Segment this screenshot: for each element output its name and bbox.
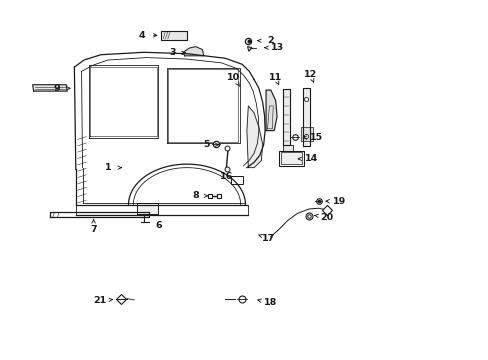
Text: 21: 21 xyxy=(93,296,106,305)
Text: 4: 4 xyxy=(138,31,144,40)
Text: 1: 1 xyxy=(104,163,111,172)
Text: 15: 15 xyxy=(309,133,322,142)
Text: 2: 2 xyxy=(267,36,274,45)
Polygon shape xyxy=(265,90,277,131)
Text: 14: 14 xyxy=(305,154,318,163)
Polygon shape xyxy=(183,47,203,56)
Text: 16: 16 xyxy=(219,172,232,181)
Bar xyxy=(301,127,312,141)
Text: 20: 20 xyxy=(320,212,333,221)
Bar xyxy=(76,205,248,215)
Text: 10: 10 xyxy=(227,73,240,82)
Bar xyxy=(160,31,186,40)
Bar xyxy=(279,151,304,166)
Bar xyxy=(280,153,302,165)
Bar xyxy=(137,203,158,213)
Text: 17: 17 xyxy=(261,234,275,243)
Text: 7: 7 xyxy=(90,225,97,234)
Text: 13: 13 xyxy=(270,43,283,52)
Text: 11: 11 xyxy=(268,73,282,82)
Bar xyxy=(282,145,293,154)
Polygon shape xyxy=(33,85,67,91)
Bar xyxy=(231,176,243,184)
Text: 8: 8 xyxy=(192,192,199,201)
Polygon shape xyxy=(282,89,289,145)
Text: 19: 19 xyxy=(332,197,346,206)
Text: 5: 5 xyxy=(203,140,209,149)
Polygon shape xyxy=(246,106,262,168)
Text: 6: 6 xyxy=(155,221,161,230)
Text: 18: 18 xyxy=(264,298,277,307)
Text: 3: 3 xyxy=(169,49,176,58)
Polygon shape xyxy=(303,88,309,147)
Text: 9: 9 xyxy=(53,84,60,93)
Text: 12: 12 xyxy=(304,70,317,79)
